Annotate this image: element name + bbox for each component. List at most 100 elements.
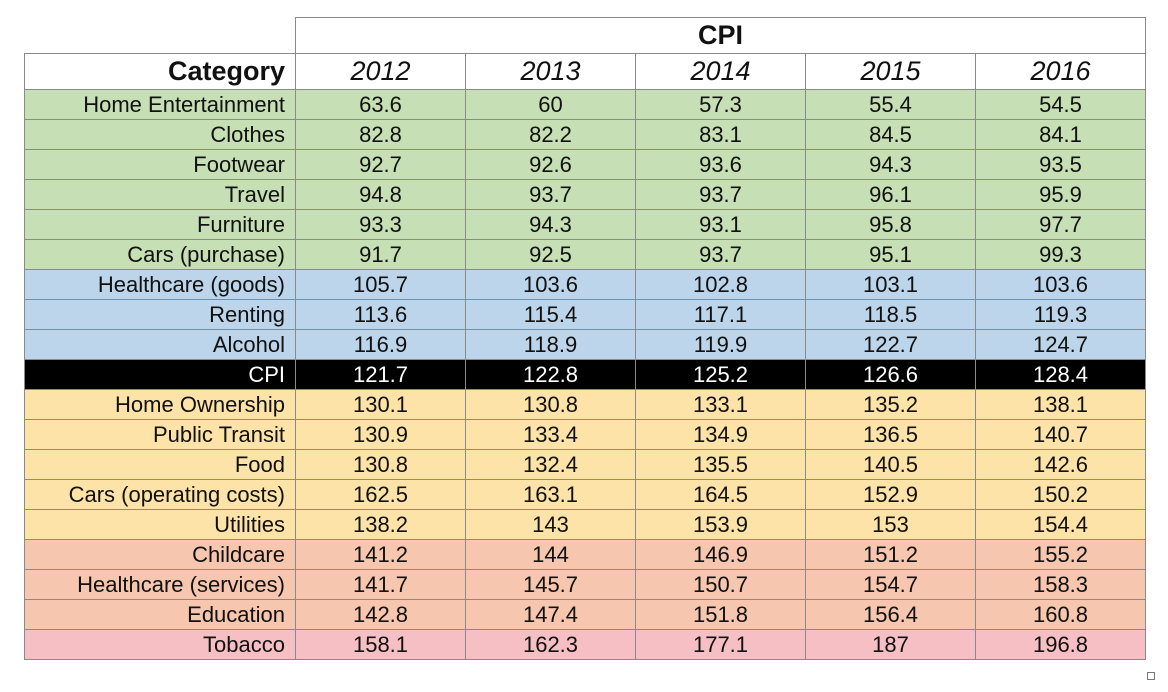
value-cell: 93.5 xyxy=(975,149,1146,180)
table-row: Alcohol 116.9 118.9 119.9 122.7 124.7 xyxy=(24,329,1146,360)
value-cell: 57.3 xyxy=(635,89,806,120)
table-row: Renting 113.6 115.4 117.1 118.5 119.3 xyxy=(24,299,1146,330)
year-column-header: 2015 xyxy=(805,53,976,90)
value-cell: 94.8 xyxy=(295,179,466,210)
value-cell: 113.6 xyxy=(295,299,466,330)
category-cell: Footwear xyxy=(24,149,296,180)
value-cell: 162.5 xyxy=(295,479,466,510)
value-cell: 147.4 xyxy=(465,599,636,630)
value-cell: 158.3 xyxy=(975,569,1146,600)
category-cell: Furniture xyxy=(24,209,296,240)
table-row: Childcare 141.2 144 146.9 151.2 155.2 xyxy=(24,539,1146,570)
value-cell: 82.8 xyxy=(295,119,466,150)
value-cell: 94.3 xyxy=(805,149,976,180)
value-cell: 152.9 xyxy=(805,479,976,510)
value-cell: 130.1 xyxy=(295,389,466,420)
value-cell: 122.7 xyxy=(805,329,976,360)
value-cell: 60 xyxy=(465,89,636,120)
value-cell: 84.5 xyxy=(805,119,976,150)
table-row: Cars (purchase) 91.7 92.5 93.7 95.1 99.3 xyxy=(24,239,1146,270)
value-cell: 103.1 xyxy=(805,269,976,300)
value-cell: 196.8 xyxy=(975,629,1146,660)
value-cell: 84.1 xyxy=(975,119,1146,150)
table-row: Public Transit 130.9 133.4 134.9 136.5 140.7 xyxy=(24,419,1146,450)
value-cell: 140.7 xyxy=(975,419,1146,450)
value-cell: 93.1 xyxy=(635,209,806,240)
value-cell: 128.4 xyxy=(975,359,1146,390)
category-cell: Healthcare (services) xyxy=(24,569,296,600)
value-cell: 140.5 xyxy=(805,449,976,480)
value-cell: 146.9 xyxy=(635,539,806,570)
value-cell: 155.2 xyxy=(975,539,1146,570)
table-row: Utilities 138.2 143 153.9 153 154.4 xyxy=(24,509,1146,540)
category-cell: CPI xyxy=(24,359,296,390)
category-column-header: Category xyxy=(24,53,296,90)
value-cell: 91.7 xyxy=(295,239,466,270)
value-cell: 164.5 xyxy=(635,479,806,510)
category-cell: Education xyxy=(24,599,296,630)
table-row: Tobacco 158.1 162.3 177.1 187 196.8 xyxy=(24,629,1146,660)
value-cell: 82.2 xyxy=(465,119,636,150)
value-cell: 134.9 xyxy=(635,419,806,450)
resize-handle[interactable] xyxy=(1147,672,1155,680)
value-cell: 138.1 xyxy=(975,389,1146,420)
table-title: CPI xyxy=(295,17,1146,54)
value-cell: 144 xyxy=(465,539,636,570)
value-cell: 92.7 xyxy=(295,149,466,180)
value-cell: 105.7 xyxy=(295,269,466,300)
table-row: Furniture 93.3 94.3 93.1 95.8 97.7 xyxy=(24,209,1146,240)
value-cell: 95.8 xyxy=(805,209,976,240)
value-cell: 142.6 xyxy=(975,449,1146,480)
table-row: CPI 121.7 122.8 125.2 126.6 128.4 xyxy=(24,359,1146,390)
value-cell: 117.1 xyxy=(635,299,806,330)
value-cell: 119.9 xyxy=(635,329,806,360)
year-column-header: 2014 xyxy=(635,53,806,90)
value-cell: 93.7 xyxy=(635,179,806,210)
value-cell: 122.8 xyxy=(465,359,636,390)
value-cell: 163.1 xyxy=(465,479,636,510)
value-cell: 151.8 xyxy=(635,599,806,630)
value-cell: 133.4 xyxy=(465,419,636,450)
table-row: Healthcare (services) 141.7 145.7 150.7 154.… xyxy=(24,569,1146,600)
value-cell: 119.3 xyxy=(975,299,1146,330)
value-cell: 156.4 xyxy=(805,599,976,630)
value-cell: 158.1 xyxy=(295,629,466,660)
table-row: Travel 94.8 93.7 93.7 96.1 95.9 xyxy=(24,179,1146,210)
value-cell: 141.2 xyxy=(295,539,466,570)
value-cell: 93.3 xyxy=(295,209,466,240)
category-cell: Travel xyxy=(24,179,296,210)
value-cell: 150.2 xyxy=(975,479,1146,510)
value-cell: 145.7 xyxy=(465,569,636,600)
value-cell: 150.7 xyxy=(635,569,806,600)
table-row: Home Entertainment 63.6 60 57.3 55.4 54.5 xyxy=(24,89,1146,120)
value-cell: 125.2 xyxy=(635,359,806,390)
value-cell: 160.8 xyxy=(975,599,1146,630)
value-cell: 133.1 xyxy=(635,389,806,420)
value-cell: 143 xyxy=(465,509,636,540)
value-cell: 136.5 xyxy=(805,419,976,450)
value-cell: 92.6 xyxy=(465,149,636,180)
category-cell: Alcohol xyxy=(24,329,296,360)
value-cell: 142.8 xyxy=(295,599,466,630)
value-cell: 118.5 xyxy=(805,299,976,330)
table-row: Home Ownership 130.1 130.8 133.1 135.2 138.1 xyxy=(24,389,1146,420)
category-cell: Tobacco xyxy=(24,629,296,660)
table-row: Education 142.8 147.4 151.8 156.4 160.8 xyxy=(24,599,1146,630)
value-cell: 130.8 xyxy=(465,389,636,420)
value-cell: 103.6 xyxy=(975,269,1146,300)
value-cell: 153 xyxy=(805,509,976,540)
year-column-header: 2016 xyxy=(975,53,1146,90)
value-cell: 141.7 xyxy=(295,569,466,600)
category-cell: Healthcare (goods) xyxy=(24,269,296,300)
value-cell: 95.1 xyxy=(805,239,976,270)
value-cell: 55.4 xyxy=(805,89,976,120)
value-cell: 177.1 xyxy=(635,629,806,660)
category-cell: Public Transit xyxy=(24,419,296,450)
table-row: Clothes 82.8 82.2 83.1 84.5 84.1 xyxy=(24,119,1146,150)
value-cell: 135.5 xyxy=(635,449,806,480)
table-row: Healthcare (goods) 105.7 103.6 102.8 103.1 10… xyxy=(24,269,1146,300)
value-cell: 103.6 xyxy=(465,269,636,300)
category-cell: Cars (operating costs) xyxy=(24,479,296,510)
category-cell: Childcare xyxy=(24,539,296,570)
table-body: Home Entertainment 63.6 60 57.3 55.4 54.5 Clot… xyxy=(24,89,1146,660)
